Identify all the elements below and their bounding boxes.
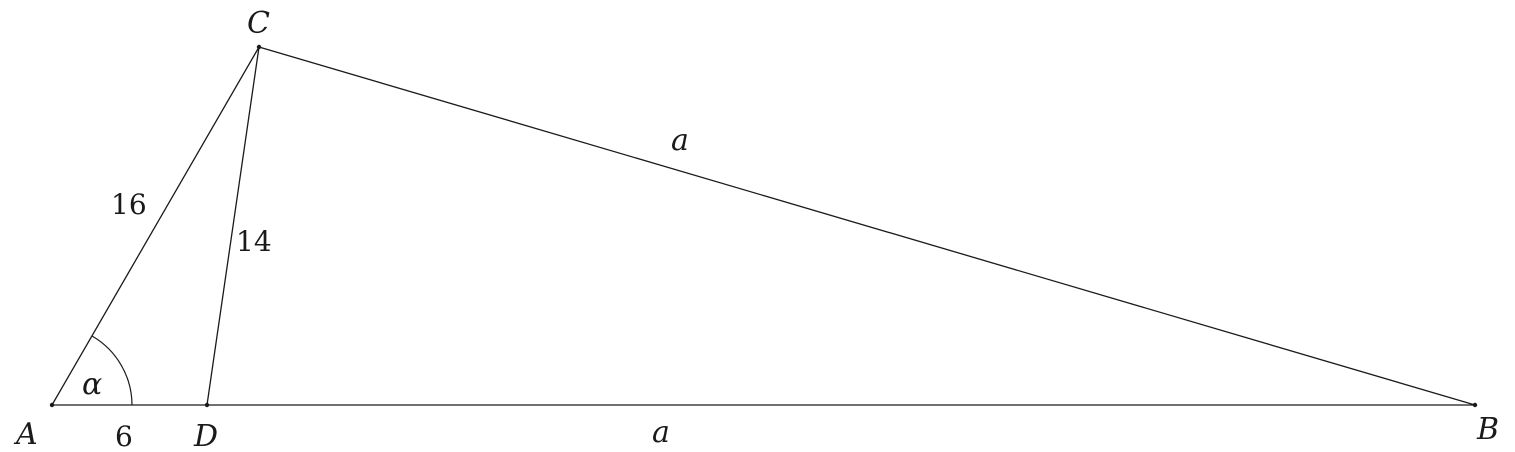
- edge-ac: [51, 46, 260, 406]
- edge-cb: [258, 46, 1476, 406]
- side-label-ad: 6: [115, 420, 133, 452]
- point-a: [49, 402, 55, 408]
- side-label-ac: 16: [111, 188, 147, 221]
- angle-arc-a: [91, 335, 133, 406]
- edge-cd: [206, 46, 260, 406]
- side-label-db: a: [652, 415, 670, 450]
- point-c: [256, 44, 262, 50]
- side-label-cb: a: [671, 123, 689, 158]
- vertex-label-b: B: [1476, 412, 1499, 447]
- point-b: [1472, 402, 1478, 408]
- angle-label-alpha: α: [82, 367, 102, 402]
- vertex-label-c: C: [247, 6, 270, 41]
- vertex-label-a: A: [13, 417, 38, 452]
- side-label-cd: 14: [236, 225, 272, 258]
- point-d: [204, 402, 210, 408]
- vertex-label-d: D: [193, 419, 218, 452]
